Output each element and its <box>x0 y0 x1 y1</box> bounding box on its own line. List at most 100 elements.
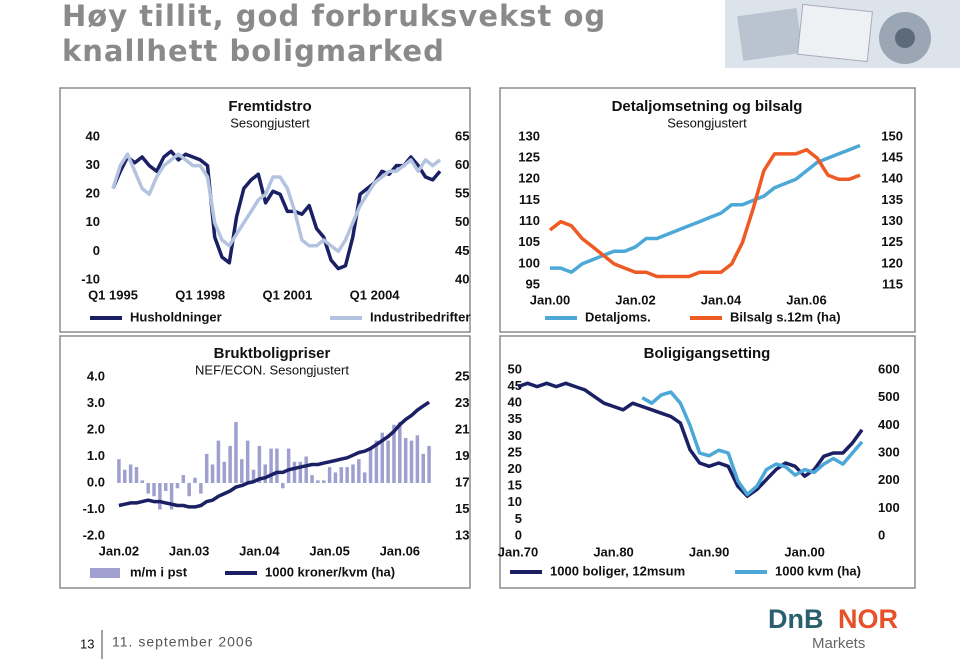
bar <box>339 467 344 483</box>
bar <box>386 440 390 483</box>
y2-tick-label: 500 <box>878 389 900 404</box>
y-tick-label: 115 <box>519 192 540 207</box>
bar <box>362 472 367 483</box>
y2-tick-label: 400 <box>878 417 900 432</box>
y2-tick-label: 100 <box>878 500 900 515</box>
legend-label: m/m i pst <box>130 564 188 579</box>
y2-tick-label: 21 <box>455 421 469 436</box>
bar <box>316 480 320 483</box>
y-tick-label: 110 <box>519 213 540 228</box>
bar <box>117 459 121 483</box>
x-tick-label: Q1 2001 <box>262 287 312 302</box>
bar <box>263 464 267 483</box>
x-tick-label: Jan.90 <box>689 544 729 559</box>
y2-tick-label: 115 <box>882 276 903 291</box>
bar <box>128 464 133 483</box>
y-tick-label: 45 <box>508 378 522 393</box>
legend-label: 1000 kroner/kvm (ha) <box>265 564 395 579</box>
footer-date: 11. september 2006 <box>112 634 254 650</box>
y2-tick-label: 140 <box>881 171 903 186</box>
bar <box>163 483 168 491</box>
bar <box>257 445 262 483</box>
y-tick-label: 1.0 <box>87 448 105 463</box>
chart-title: Fremtidstro <box>228 98 311 115</box>
series-line <box>517 381 864 498</box>
y-tick-label: 95 <box>526 276 540 291</box>
y2-tick-label: 120 <box>881 255 903 270</box>
slide-title-line: Høy tillit, god forbruksvekst og <box>62 0 606 33</box>
bar <box>199 483 203 494</box>
y-tick-label: 20 <box>86 186 100 201</box>
bar <box>240 459 244 483</box>
legend-label: 1000 kvm (ha) <box>775 563 861 578</box>
y-tick-label: 15 <box>508 478 522 493</box>
y-tick-label: 50 <box>508 361 522 376</box>
y-tick-label: 130 <box>518 128 540 143</box>
bar <box>210 464 215 483</box>
x-tick-label: Jan.70 <box>498 544 538 559</box>
legend-label: Husholdninger <box>130 309 222 324</box>
y2-tick-label: 0 <box>878 527 885 542</box>
bar <box>175 483 180 489</box>
y2-tick-label: 135 <box>881 192 903 207</box>
bar <box>304 456 308 483</box>
y2-tick-label: 200 <box>878 472 900 487</box>
y2-tick-label: 50 <box>455 214 469 229</box>
series-line <box>111 152 442 254</box>
y-tick-label: 2.0 <box>87 421 105 436</box>
bar <box>193 477 197 483</box>
y-tick-label: 3.0 <box>87 395 105 410</box>
y-tick-label: -2.0 <box>83 527 105 542</box>
x-tick-label: Jan.02 <box>99 543 139 558</box>
chart-title: Bruktboligpriser <box>214 345 331 362</box>
y2-tick-label: 55 <box>455 186 469 201</box>
bar <box>357 459 361 483</box>
x-tick-label: Jan.06 <box>380 543 420 558</box>
bar <box>403 437 408 483</box>
x-tick-label: Jan.00 <box>530 292 570 307</box>
y2-tick-label: 300 <box>878 444 900 459</box>
bar <box>146 483 150 494</box>
bar <box>333 472 338 483</box>
logo-right: NOR <box>838 604 898 634</box>
bar <box>310 475 314 483</box>
bar <box>234 422 238 483</box>
logo-left: DnB <box>768 604 824 634</box>
chart-subtitle: Sesongjustert <box>667 115 747 130</box>
y2-tick-label: 19 <box>455 448 469 463</box>
y2-tick-label: 125 <box>881 234 903 249</box>
x-tick-label: Jan.04 <box>701 292 742 307</box>
x-tick-label: Jan.02 <box>615 292 655 307</box>
y-tick-label: 30 <box>508 428 522 443</box>
y-tick-label: -10 <box>81 271 100 286</box>
x-tick-label: Q1 1995 <box>88 287 138 302</box>
bar <box>152 483 156 497</box>
y2-tick-label: 145 <box>881 150 903 165</box>
y-tick-label: 25 <box>508 444 522 459</box>
bar <box>374 440 379 483</box>
x-tick-label: Jan.03 <box>169 543 209 558</box>
y2-tick-label: 600 <box>878 361 900 376</box>
bar <box>216 440 221 483</box>
bar <box>427 445 431 483</box>
legend-label: Bilsalg s.12m (ha) <box>730 309 841 324</box>
y2-tick-label: 13 <box>455 527 469 542</box>
y-tick-label: 35 <box>508 411 522 426</box>
y-tick-label: 30 <box>86 157 100 172</box>
bar <box>187 483 191 497</box>
logo-sub: Markets <box>812 635 865 652</box>
legend-label: 1000 boliger, 12msum <box>550 563 685 578</box>
y-tick-label: 125 <box>518 150 540 165</box>
bar <box>275 448 279 483</box>
chart-subtitle: NEF/ECON. Sesongjustert <box>195 362 349 377</box>
x-tick-label: Q1 1998 <box>175 287 225 302</box>
series-line <box>118 400 431 509</box>
bar <box>269 448 273 483</box>
bar <box>292 461 297 483</box>
y2-tick-label: 60 <box>455 157 469 172</box>
bar <box>321 480 326 483</box>
slide-title-line: knallhett boligmarked <box>62 34 445 68</box>
bar <box>228 445 232 483</box>
chart-frame <box>59 335 471 589</box>
